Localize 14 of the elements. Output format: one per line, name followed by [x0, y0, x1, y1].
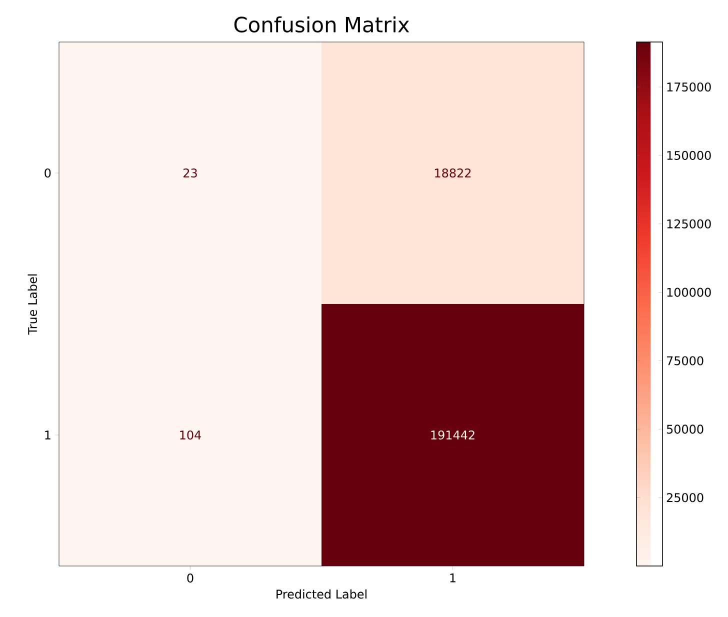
color-bar-label: 100000	[667, 288, 711, 297]
color-bar-label: 75000	[667, 356, 704, 366]
data-label: 191442	[431, 430, 474, 440]
chart-title: Confusion Matrix	[234, 16, 410, 33]
color-bar-label: 25000	[666, 493, 704, 502]
color-bar-label: 150000	[667, 150, 711, 160]
x-axis-title: Predicted Label	[276, 589, 366, 599]
data-label: 18822	[435, 168, 471, 178]
color-bar-label: 175000	[667, 82, 711, 92]
data-label: 104	[180, 430, 201, 440]
color-bar-label: 50000	[666, 424, 704, 434]
data-label: 23	[184, 168, 197, 178]
color-bar-label: 125000	[667, 219, 711, 228]
y-axis-title: True Label	[28, 274, 38, 335]
